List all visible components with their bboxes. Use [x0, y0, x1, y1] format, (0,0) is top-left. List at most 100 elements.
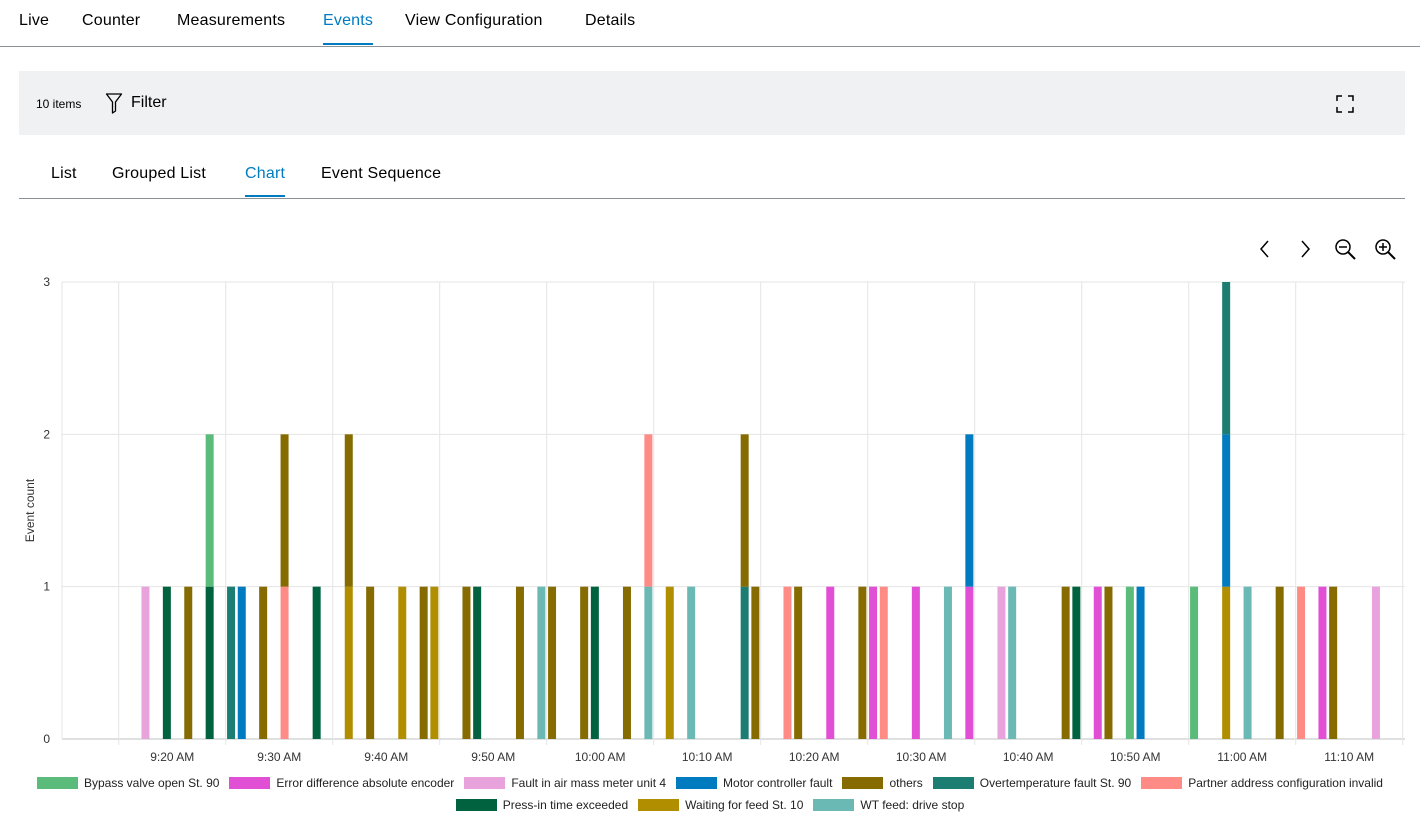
bar-segment	[227, 586, 236, 739]
bar-segment	[515, 586, 524, 739]
x-tick-label: 10:10 AM	[682, 750, 733, 764]
bar-segment	[419, 586, 428, 739]
bar-segment	[1275, 586, 1284, 739]
top-navigation: Live Counter Measurements Events View Co…	[0, 0, 1420, 47]
bar-segment	[398, 586, 407, 739]
legend-item[interactable]: Error difference absolute encoder	[229, 776, 454, 790]
bar-segment	[1222, 434, 1231, 587]
legend-swatch	[464, 777, 506, 789]
x-tick-label: 11:10 AM	[1324, 750, 1374, 764]
x-tick-label: 10:50 AM	[1110, 750, 1161, 764]
bar-segment	[548, 586, 557, 739]
bar-segment	[1243, 586, 1252, 739]
x-tick-label: 10:30 AM	[896, 750, 947, 764]
y-tick-label: 3	[43, 275, 50, 289]
bar-segment	[1136, 586, 1145, 739]
bar-segment	[869, 586, 878, 739]
legend-label: Motor controller fault	[723, 776, 833, 790]
legend-item[interactable]: Fault in air mass meter unit 4	[464, 776, 666, 790]
zoom-in-icon	[1375, 239, 1396, 260]
legend-swatch	[813, 799, 855, 811]
events-toolbar: 10 items Filter	[19, 71, 1405, 135]
tab-view-configuration[interactable]: View Configuration	[405, 12, 543, 29]
x-tick-label: 9:20 AM	[150, 750, 194, 764]
legend-item[interactable]: Motor controller fault	[676, 776, 832, 790]
bar-segment	[1072, 586, 1081, 739]
bar-segment	[644, 586, 653, 739]
bar-segment	[344, 586, 353, 739]
legend-swatch	[229, 777, 271, 789]
tab-chart[interactable]: Chart	[245, 165, 286, 197]
bar-segment	[879, 586, 888, 739]
legend-item[interactable]: others	[842, 776, 923, 790]
legend-item[interactable]: Bypass valve open St. 90	[37, 776, 219, 790]
bar-segment	[141, 586, 150, 739]
bar-segment	[1093, 586, 1102, 739]
fullscreen-icon	[1336, 95, 1354, 113]
bar-segment	[1104, 586, 1113, 739]
tab-measurements[interactable]: Measurements	[177, 12, 286, 29]
legend-item[interactable]: WT feed: drive stop	[813, 798, 964, 812]
bar-segment	[1222, 282, 1231, 435]
legend-swatch	[932, 777, 974, 789]
bar-segment	[344, 434, 353, 587]
legend-swatch	[676, 777, 718, 789]
legend-row: Press-in time exceeded Waiting for feed S…	[0, 794, 1420, 816]
x-tick-label: 10:00 AM	[575, 750, 626, 764]
bar-segment	[740, 586, 749, 739]
tab-events[interactable]: Events	[323, 12, 374, 45]
bar-segment	[687, 586, 696, 739]
bar-segment	[911, 586, 920, 739]
legend-item[interactable]: Partner address configuration invalid	[1141, 776, 1383, 790]
bar-segment	[997, 586, 1006, 739]
bar-segment	[1371, 586, 1380, 739]
chart-legend: Bypass valve open St. 90 Error difference…	[0, 772, 1420, 816]
legend-swatch	[37, 777, 78, 789]
bar-segment	[462, 586, 471, 739]
zoom-out-button[interactable]	[1333, 237, 1357, 261]
legend-label: Overtemperature fault St. 90	[979, 776, 1132, 790]
legend-row: Bypass valve open St. 90 Error difference…	[0, 772, 1420, 794]
legend-item[interactable]: Waiting for feed St. 10	[638, 798, 803, 812]
tab-grouped-list[interactable]: Grouped List	[112, 165, 207, 182]
bar-segment	[783, 586, 792, 739]
tab-live[interactable]: Live	[19, 12, 50, 29]
legend-swatch	[842, 777, 884, 789]
bar-segment	[184, 586, 193, 739]
bar-segment	[965, 434, 974, 587]
bar-segment	[590, 586, 599, 739]
x-tick-label: 9:40 AM	[364, 750, 408, 764]
y-axis-label: Event count	[23, 478, 37, 542]
tab-counter[interactable]: Counter	[82, 12, 141, 29]
tab-event-sequence[interactable]: Event Sequence	[321, 165, 442, 182]
x-tick-label: 10:40 AM	[1003, 750, 1054, 764]
chart-previous-button[interactable]	[1253, 237, 1277, 261]
bar-segment	[312, 586, 321, 739]
chart-next-button[interactable]	[1293, 237, 1317, 261]
bar-segment	[1329, 586, 1338, 739]
chevron-right-icon	[1301, 240, 1310, 258]
x-tick-label: 11:00 AM	[1217, 750, 1267, 764]
bar-segment	[259, 586, 268, 739]
bar-segment	[1125, 586, 1134, 739]
bar-segment	[751, 586, 760, 739]
bar-segment	[580, 586, 589, 739]
zoom-in-button[interactable]	[1373, 237, 1397, 261]
legend-item[interactable]: Press-in time exceeded	[455, 798, 628, 812]
y-tick-label: 2	[43, 427, 50, 441]
filter-button[interactable]: Filter	[105, 91, 167, 115]
tab-details[interactable]: Details	[585, 12, 636, 29]
bar-segment	[473, 586, 482, 739]
legend-label: Partner address configuration invalid	[1188, 776, 1383, 790]
filter-icon	[105, 93, 123, 114]
legend-swatch	[638, 799, 680, 811]
bar-segment	[665, 586, 674, 739]
legend-swatch	[455, 799, 497, 811]
bar-segment	[794, 586, 803, 739]
tab-list[interactable]: List	[51, 165, 77, 182]
legend-label: Fault in air mass meter unit 4	[511, 776, 667, 790]
legend-item[interactable]: Overtemperature fault St. 90	[932, 776, 1132, 790]
fullscreen-button[interactable]	[1336, 95, 1354, 113]
x-tick-label: 10:20 AM	[789, 750, 840, 764]
chevron-left-icon	[1260, 240, 1269, 258]
